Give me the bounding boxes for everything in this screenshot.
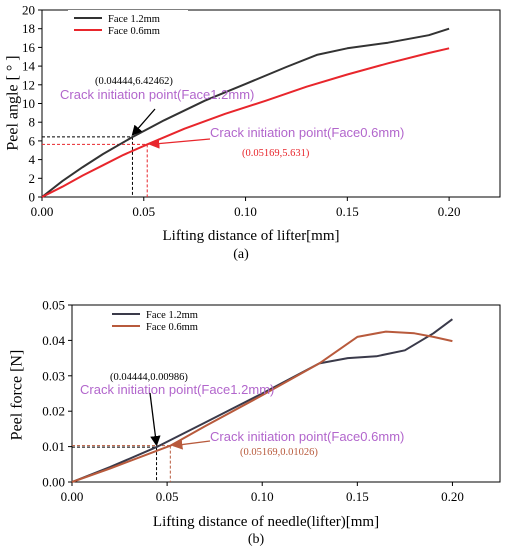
y-tick-label: 0.00 <box>42 475 65 490</box>
chart-panel-a: 0.00 0.05 0.10 0.15 0.20 0 2 4 6 8 10 12 14 16 18 20 Lif… <box>5 3 501 262</box>
x-tick-label: 0.00 <box>61 489 84 504</box>
y-axis-label: Peel force [N] <box>9 350 26 441</box>
legend-label: Face 1.2mm <box>108 14 160 25</box>
annotation-point-label: (0.04444,6.42462) <box>95 76 173 87</box>
y-axis-label: Peel angle [ ° ] <box>5 55 22 150</box>
x-tick-label: 0.10 <box>234 204 257 219</box>
x-tick-label: 0.15 <box>346 489 369 504</box>
annotation-text: Crack initiation point(Face1.2mm) <box>60 87 254 102</box>
legend-label: Face 1.2mm <box>146 310 198 321</box>
legend-label: Face 0.6mm <box>108 26 160 37</box>
y-tick-label: 0.02 <box>42 404 65 419</box>
x-tick-label: 0.10 <box>251 489 274 504</box>
legend-box <box>68 10 188 40</box>
annotation-point-label: (0.05169,5.631) <box>242 148 310 159</box>
y-tick-label: 2 <box>29 171 36 186</box>
series-line <box>71 330 453 483</box>
y-tick-label: 14 <box>22 59 36 74</box>
x-axis-label: Lifting distance of lifter[mm] <box>162 228 339 244</box>
x-tick-label: 0.05 <box>132 204 155 219</box>
annotation-arrow <box>131 108 156 136</box>
series-line <box>41 27 450 198</box>
annotation-arrow <box>172 439 211 450</box>
y-tick-label: 6 <box>29 133 36 148</box>
annotation-text: Crack initiation point(Face0.6mm) <box>210 125 404 140</box>
legend-box <box>106 306 210 332</box>
y-tick-label: 0.04 <box>42 333 65 348</box>
x-tick-label: 0.20 <box>441 489 464 504</box>
annotation-arrow <box>149 392 161 447</box>
y-tick-label: 0.03 <box>42 368 65 383</box>
chart-panel-b: 0.00 0.05 0.10 0.15 0.20 0.00 0.01 0.02 0.03 0.04… <box>9 298 501 547</box>
annotation-text: Crack initiation point(Face1.2mm) <box>80 382 274 397</box>
x-tick-label: 0.15 <box>336 204 359 219</box>
x-tick-label: 0.05 <box>156 489 179 504</box>
x-tick-label: 0.00 <box>31 204 54 219</box>
annotation-point-label: (0.05169,0.01026) <box>240 447 318 458</box>
plot-frame <box>71 304 501 483</box>
legend-label: Face 0.6mm <box>146 322 198 333</box>
panel-label: (a) <box>233 247 249 262</box>
y-tick-label: 20 <box>22 3 35 18</box>
annotation-point-label: (0.04444,0.00986) <box>110 372 188 383</box>
y-tick-label: 18 <box>22 21 35 36</box>
y-tick-label: 10 <box>22 96 35 111</box>
series-line <box>41 47 450 198</box>
annotation-text: Crack initiation point(Face0.6mm) <box>210 429 404 444</box>
panel-label: (b) <box>248 532 265 547</box>
y-tick-label: 8 <box>29 115 36 130</box>
y-tick-label: 4 <box>29 152 36 167</box>
annotation-arrow <box>148 138 211 149</box>
y-tick-label: 0.01 <box>42 439 65 454</box>
x-tick-label: 0.20 <box>438 204 461 219</box>
y-tick-label: 16 <box>22 40 36 55</box>
x-axis-label: Lifting distance of needle(lifter)[mm] <box>153 514 379 530</box>
y-tick-label: 0.05 <box>42 298 65 313</box>
y-tick-label: 12 <box>22 77 35 92</box>
y-tick-label: 0 <box>29 190 36 205</box>
